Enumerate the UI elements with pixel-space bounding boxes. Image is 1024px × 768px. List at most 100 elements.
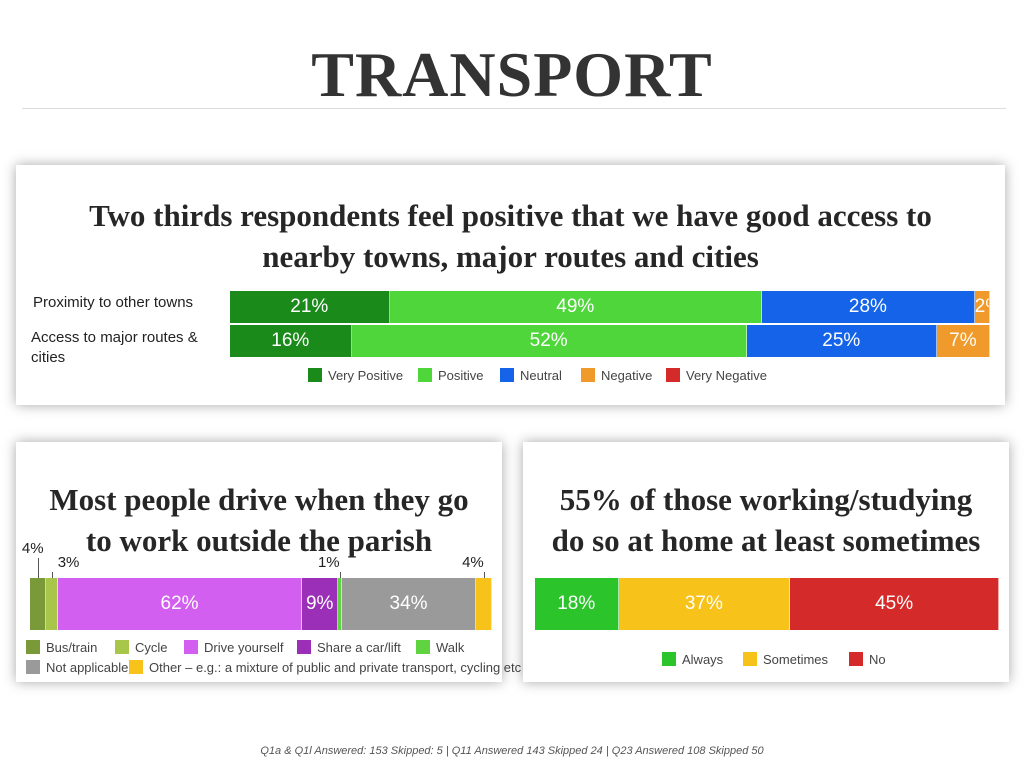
legend-swatch [416, 640, 430, 654]
legend-item-positive: Positive [418, 368, 484, 383]
bar-segment-very-positive: 21% [230, 291, 390, 323]
legend-label: Not applicable [46, 660, 129, 675]
access-chart-panel: Two thirds respondents feel positive tha… [16, 165, 1005, 405]
home-heading-line2: do so at home at least sometimes [551, 523, 981, 558]
legend-item-negative: Negative [581, 368, 652, 383]
legend-label: Cycle [135, 640, 168, 655]
bar-segment-negative: 2% [974, 291, 990, 323]
data-label: 7% [949, 330, 977, 351]
legend-label: No [869, 652, 886, 667]
bar-segment-drive-yourself: 62% [57, 578, 303, 630]
legend-label: Neutral [520, 368, 562, 383]
data-label: 2% [974, 296, 989, 317]
callout-label-walk: 1% [317, 554, 340, 571]
row-label-access: Access to major routes & cities [31, 329, 198, 366]
legend-label: Sometimes [763, 652, 829, 667]
bar-segment-negative: 7% [936, 325, 990, 357]
data-label: 18% [557, 593, 596, 614]
access-bar-major-routes: 16% 52% 25% 7% [230, 325, 990, 357]
bar-segment-share-a-car-lift: 9% [302, 578, 338, 630]
callout-label-bus-train: 4% [21, 540, 44, 557]
drive-bar: 62% 9% 34% [30, 578, 492, 630]
legend-swatch [418, 368, 432, 382]
data-label: 28% [848, 296, 887, 317]
data-label: 37% [684, 593, 723, 614]
legend-swatch [184, 640, 198, 654]
access-heading-line2: nearby towns, major routes and cities [262, 239, 759, 274]
legend-label: Always [682, 652, 724, 667]
legend-label: Walk [436, 640, 465, 655]
callout-label-cycle: 3% [57, 554, 80, 571]
drive-heading-line1: Most people drive when they go [49, 482, 469, 517]
legend-swatch [308, 368, 322, 382]
legend-item-neutral: Neutral [500, 368, 562, 383]
home-chart-panel: 55% of those working/studying do so at h… [523, 442, 1009, 682]
access-heading-line1: Two thirds respondents feel positive tha… [89, 198, 932, 233]
legend-swatch [743, 652, 757, 666]
callout-label-other-e-g-a-mixture-of-public-: 4% [462, 554, 484, 571]
bar-segment-walk [338, 578, 342, 630]
slide-title: TRANSPORT [311, 39, 713, 110]
data-label: 52% [529, 330, 568, 351]
legend-label: Very Negative [686, 368, 767, 383]
bar-segment-other-e-g-a-mixture-of-public- [476, 578, 492, 630]
bar-segment-always: 18% [535, 578, 619, 630]
legend-label: Bus/train [46, 640, 98, 655]
home-bar: 18% 37% 45% [535, 578, 999, 630]
legend-item-bus-train: Bus/train [26, 640, 97, 655]
home-heading: 55% of those working/studying do so at h… [523, 479, 1009, 561]
data-label: 21% [290, 296, 329, 317]
bar-segment-neutral: 28% [762, 291, 975, 323]
legend-item-other-e-g-a-mixture-of-public-: Other – e.g.: a mixture of public and pr… [129, 660, 521, 675]
legend-item-always: Always [662, 652, 723, 667]
legend-item-sometimes: Sometimes [743, 652, 828, 667]
home-legend: Always Sometimes No [523, 652, 1009, 672]
legend-swatch [129, 660, 143, 674]
access-legend: Very Positive Positive Neutral Negative Very… [16, 368, 1005, 388]
drive-chart-panel: Most people drive when they go to work o… [16, 442, 521, 682]
data-label: 34% [389, 593, 428, 614]
data-label: 45% [875, 593, 914, 614]
legend-label: Other – e.g.: a mixture of public and pr… [149, 660, 522, 675]
legend-item-cycle: Cycle [115, 640, 168, 655]
title-divider [22, 108, 1006, 109]
legend-swatch [26, 660, 40, 674]
data-label: 9% [305, 593, 334, 614]
bar-segment-cycle [45, 578, 58, 630]
footer-note: Q1a & Q1l Answered: 153 Skipped: 5 | Q11… [260, 745, 764, 757]
data-label: 49% [556, 296, 595, 317]
drive-heading: Most people drive when they go to work o… [16, 479, 502, 561]
legend-swatch [849, 652, 863, 666]
legend-swatch [115, 640, 129, 654]
data-label: 16% [271, 330, 310, 351]
row-label-proximity: Proximity to other towns [33, 294, 194, 311]
data-label: 62% [160, 593, 199, 614]
legend-label: Negative [601, 368, 653, 383]
legend-label: Very Positive [328, 368, 404, 383]
drive-heading-line2: to work outside the parish [85, 523, 433, 558]
legend-item-drive-yourself: Drive yourself [184, 640, 283, 655]
legend-label: Positive [438, 368, 484, 383]
legend-label: Drive yourself [204, 640, 284, 655]
legend-item-very-positive: Very Positive [308, 368, 403, 383]
legend-item-no: No [849, 652, 886, 667]
legend-label: Share a car/lift [317, 640, 401, 655]
data-label: 25% [822, 330, 861, 351]
drive-legend: Bus/train Cycle Drive yourself Share a car/… [16, 640, 521, 680]
legend-item-very-negative: Very Negative [666, 368, 767, 383]
bar-segment-very-positive: 16% [230, 325, 352, 357]
legend-swatch [500, 368, 514, 382]
legend-item-not-applicable: Not applicable [26, 660, 128, 675]
bar-segment-not-applicable: 34% [341, 578, 477, 630]
legend-swatch [666, 368, 680, 382]
access-bar-proximity: 21% 49% 28% 2% [230, 291, 990, 323]
bar-segment-no: 45% [790, 578, 999, 630]
bar-segment-sometimes: 37% [618, 578, 791, 630]
legend-item-walk: Walk [416, 640, 464, 655]
home-heading-line1: 55% of those working/studying [559, 482, 973, 517]
access-heading: Two thirds respondents feel positive tha… [16, 195, 1005, 277]
legend-swatch [297, 640, 311, 654]
bar-segment-positive: 52% [351, 325, 747, 357]
legend-item-share-a-car-lift: Share a car/lift [297, 640, 401, 655]
bar-segment-bus-train [30, 578, 46, 630]
